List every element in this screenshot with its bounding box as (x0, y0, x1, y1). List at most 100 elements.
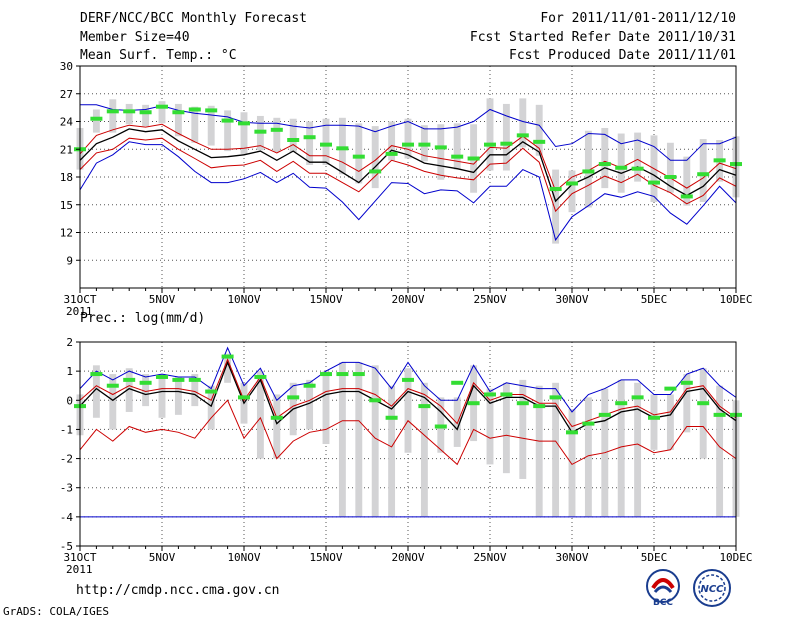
box-7NOV (191, 106, 199, 143)
variable-label: Mean Surf. Temp.: °C (80, 48, 237, 63)
y-tick-label: 24 (60, 116, 74, 129)
box-10NOV (240, 112, 248, 154)
box-19NOV (388, 385, 396, 517)
bcc-logo: BCC (646, 569, 680, 608)
box-13NOV (289, 118, 297, 153)
box-1NOV (92, 109, 100, 133)
median-12NOV (270, 415, 283, 420)
x-tick-label: 31OCT (63, 551, 96, 564)
median-7NOV (188, 107, 201, 112)
y-tick-label: 2 (66, 336, 73, 349)
median-18NOV (369, 398, 382, 403)
median-1NOV (90, 372, 103, 377)
median-22NOV (434, 424, 447, 429)
series-mean-std (79, 399, 737, 466)
box-9NOV (224, 110, 232, 152)
box-4DEC (634, 132, 642, 182)
median-13NOV (287, 395, 300, 400)
median-17NOV (352, 372, 365, 377)
median-24NOV (467, 156, 480, 161)
box-27NOV (519, 98, 527, 148)
median-15NOV (320, 372, 332, 377)
median-4DEC (631, 166, 644, 171)
median-9DEC (713, 158, 726, 163)
box-12NOV (273, 394, 281, 459)
median-29NOV (549, 395, 562, 400)
median-23NOV (451, 154, 464, 159)
median-18NOV (369, 169, 382, 174)
x-year-label: 2011 (66, 563, 93, 576)
box-8DEC (699, 139, 707, 202)
box-26NOV (502, 103, 510, 171)
y-tick-label: 27 (60, 88, 73, 101)
median-27NOV (516, 133, 529, 138)
panel-2: -5 -4 -3 -2 -1 0 1 2 31OCT 5NOV 10NOV 15NOV 20NOV 25N… (60, 336, 753, 576)
median-6NOV (172, 377, 185, 382)
box-22NOV (437, 124, 445, 180)
median-25NOV (484, 142, 496, 147)
box-7DEC (683, 374, 691, 433)
box-14NOV (306, 121, 314, 165)
median-28NOV (533, 404, 546, 409)
median-8NOV (205, 389, 218, 394)
y-tick-label: 18 (60, 171, 73, 184)
median-9NOV (221, 354, 234, 359)
series-ensemble-mean (79, 128, 737, 203)
median-11NOV (254, 374, 267, 379)
median-28NOV (533, 139, 546, 144)
box-2DEC (601, 127, 609, 189)
median-17NOV (352, 154, 365, 159)
median-26NOV (500, 141, 513, 146)
box-14NOV (306, 379, 314, 430)
x-tick-label: 10NOV (227, 293, 260, 306)
box-17NOV (355, 362, 363, 517)
x-tick-label: 25NOV (473, 551, 506, 564)
median-7NOV (188, 377, 201, 382)
box-1NOV (92, 365, 100, 418)
median-5DEC (648, 415, 660, 420)
box-27NOV (519, 379, 527, 479)
y-tick-label: -4 (60, 511, 74, 524)
box-30NOV (568, 409, 576, 517)
box-3DEC (617, 133, 625, 193)
x-tick-label: 30NOV (555, 551, 588, 564)
x-tick-label: 10DEC (719, 551, 752, 564)
median-3DEC (615, 165, 628, 170)
x-tick-label: 5NOV (149, 551, 176, 564)
median-16NOV (336, 146, 349, 151)
median-27NOV (516, 401, 529, 406)
x-tick-label: 20NOV (391, 293, 424, 306)
box-9DEC (716, 385, 724, 517)
series-ensemble-mean (79, 360, 737, 434)
series-ensemble-max (80, 104, 737, 161)
box-30NOV (568, 170, 576, 213)
x-tick-label: 20NOV (391, 551, 424, 564)
box-6DEC (666, 142, 674, 193)
x-tick-label: 5NOV (149, 293, 176, 306)
median-15NOV (320, 142, 332, 147)
median-5DEC (648, 180, 660, 185)
box-4NOV (142, 104, 150, 127)
box-3NOV (125, 368, 133, 412)
box-11NOV (256, 371, 264, 459)
median-19NOV (385, 415, 398, 420)
median-25NOV (484, 392, 496, 397)
median-6DEC (664, 386, 677, 391)
footer-url[interactable]: http://cmdp.ncc.cma.gov.cn (76, 583, 280, 598)
median-21NOV (418, 404, 431, 409)
box-8DEC (699, 368, 707, 459)
box-25NOV (486, 388, 494, 465)
forecast-period: For 2011/11/01-2011/12/10 (540, 11, 736, 26)
x-tick-label: 15NOV (309, 293, 342, 306)
median-19NOV (385, 151, 398, 156)
median-6DEC (664, 175, 677, 179)
box-21NOV (420, 382, 428, 517)
median-2DEC (598, 412, 611, 417)
box-29NOV (552, 169, 560, 244)
box-26NOV (502, 382, 510, 474)
median-11NOV (254, 129, 267, 134)
y-tick-label: -5 (60, 540, 73, 553)
grads-credit: GrADS: COLA/IGES (3, 605, 109, 618)
median-24NOV (467, 401, 480, 406)
